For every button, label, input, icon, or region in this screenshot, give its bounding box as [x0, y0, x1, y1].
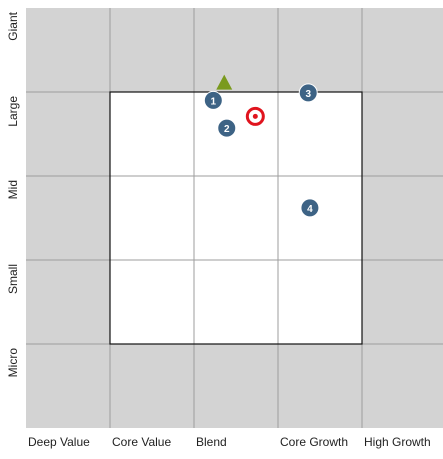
holding-point — [298, 83, 318, 103]
holding-point — [203, 90, 223, 110]
holding-point — [217, 118, 237, 138]
x-tick-label: Core Growth — [280, 435, 348, 449]
x-tick-label: High Growth — [364, 435, 431, 449]
x-tick-label: Core Value — [112, 435, 171, 449]
point-label: 2 — [224, 124, 230, 135]
point-label: 1 — [211, 96, 217, 107]
y-tick-label: Mid — [6, 180, 20, 199]
point-label: 4 — [307, 204, 313, 215]
style-box-border — [109, 91, 363, 345]
holding-point — [300, 198, 320, 218]
y-tick-label: Micro — [6, 348, 20, 378]
style-box — [110, 92, 362, 344]
triangle-marker — [216, 74, 233, 90]
y-tick-label: Giant — [6, 11, 20, 40]
centroid-inner — [252, 113, 258, 119]
y-tick-label: Small — [6, 264, 20, 294]
point-label: 3 — [305, 89, 311, 100]
x-tick-label: Blend — [196, 435, 227, 449]
y-tick-label: Large — [6, 96, 20, 127]
x-tick-label: Deep Value — [28, 435, 90, 449]
